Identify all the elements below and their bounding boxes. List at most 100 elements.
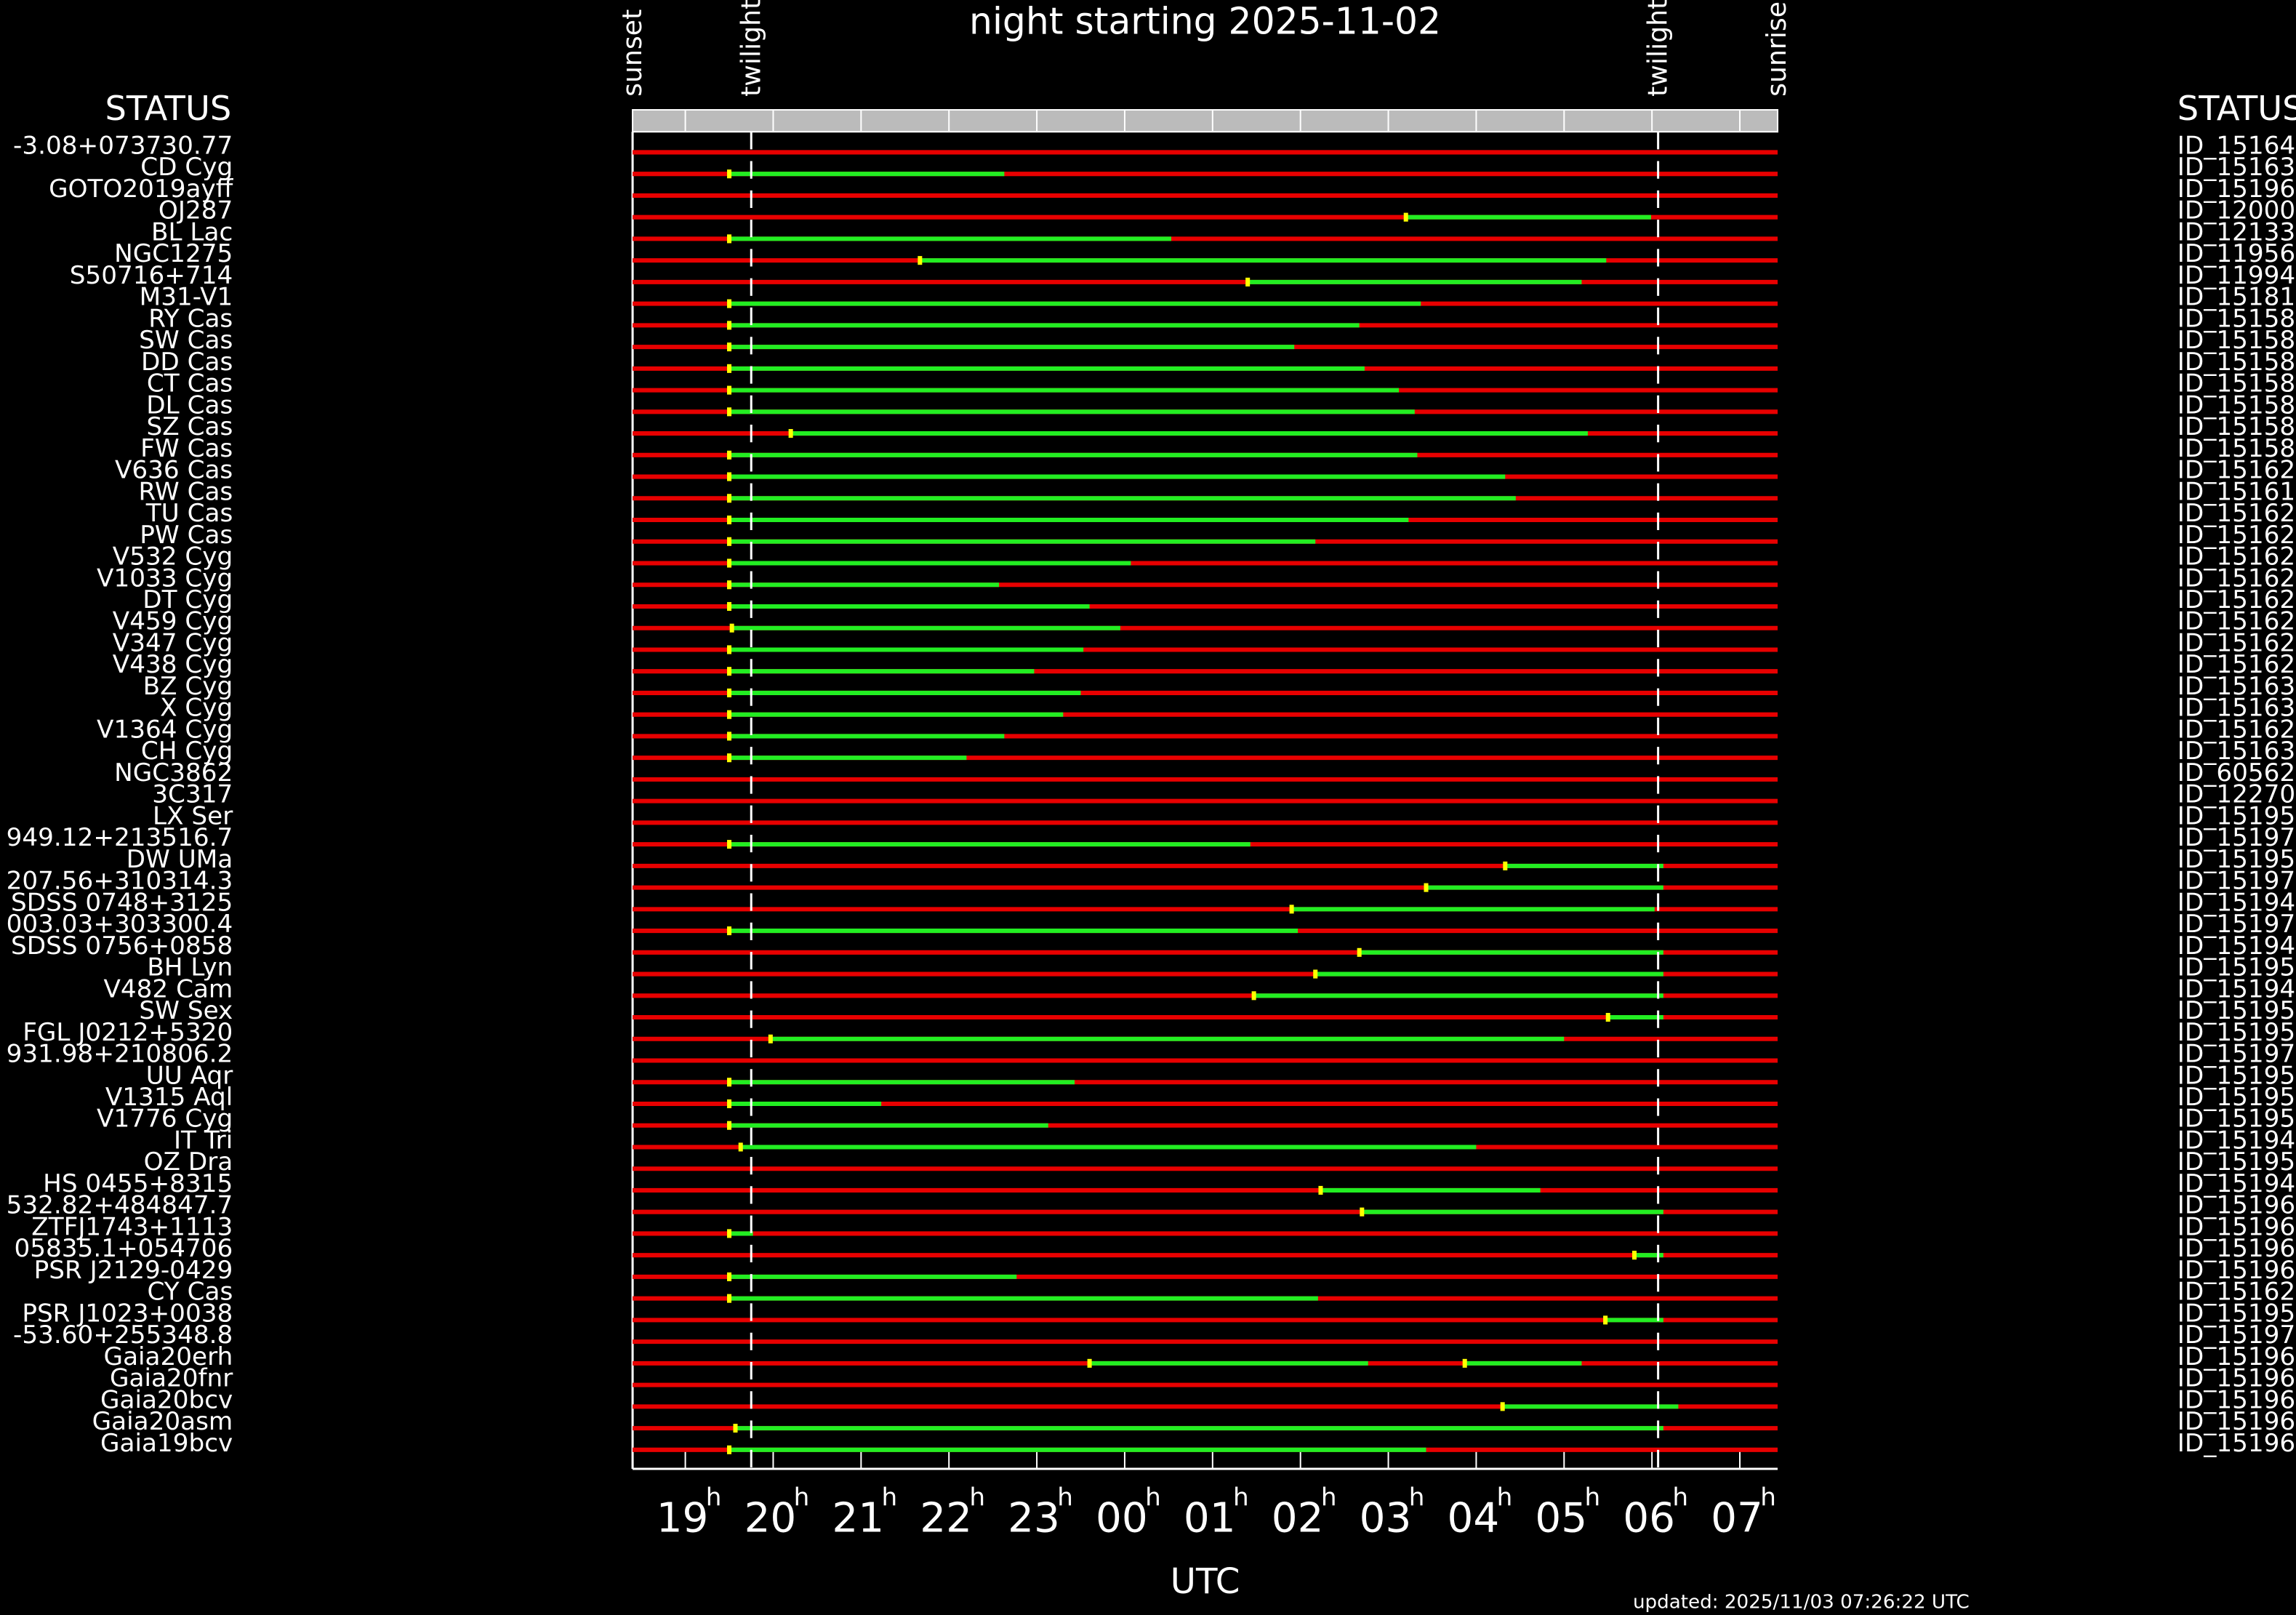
status-header-right: STATUS (2177, 89, 2296, 128)
target-id: ID_15196 (2177, 1364, 2295, 1393)
target-id: ID_15196 (2177, 1212, 2295, 1241)
target-id: ID_15158 (2177, 390, 2295, 420)
target-name: PSR J2129-0429 (34, 1256, 233, 1285)
target-name: OZ Dra (144, 1147, 233, 1177)
x-tick-unit: h (794, 1483, 810, 1512)
x-tick-unit: h (1321, 1483, 1337, 1512)
target-id: ID_15181 (2177, 283, 2295, 312)
target-name: BL Lac (151, 217, 233, 247)
target-name: SZ Cas (147, 412, 233, 441)
x-tick-label: 01 (1184, 1495, 1236, 1542)
target-name: CT Cas (147, 369, 233, 398)
target-name: CD Cyg (140, 153, 233, 182)
x-tick-label: 05 (1535, 1495, 1587, 1542)
event-label: twilight (735, 0, 766, 97)
target-name: SW Cas (139, 326, 233, 355)
target-id: ID_15162 (2177, 607, 2295, 636)
target-id: ID_15194 (2177, 1126, 2295, 1155)
target-id: ID_15196 (2177, 1429, 2295, 1458)
target-id: ID_15162 (2177, 542, 2295, 572)
target-name: NGC1275 (114, 239, 233, 268)
x-tick-label: 06 (1623, 1495, 1675, 1542)
target-id: ID_15161 (2177, 477, 2295, 506)
target-name: Gaia20bcv (100, 1385, 233, 1414)
target-name: 949.12+213516.7 (7, 823, 233, 852)
x-tick-label: 03 (1360, 1495, 1412, 1542)
target-name: Gaia20fnr (110, 1364, 233, 1393)
target-name: HS 0455+8315 (43, 1169, 233, 1198)
target-id: ID_15158 (2177, 412, 2295, 441)
target-name: 207.56+310314.3 (7, 867, 233, 896)
target-name: X Cyg (160, 694, 233, 723)
x-tick-unit: h (1497, 1483, 1513, 1512)
target-name: V1364 Cyg (97, 715, 233, 744)
x-tick-label: 23 (1008, 1495, 1060, 1542)
target-name: TU Cas (145, 499, 233, 528)
target-id: ID_15197 (2177, 1040, 2295, 1069)
target-id: ID_15195 (2177, 1083, 2295, 1112)
x-tick-label: 04 (1448, 1495, 1500, 1542)
target-id: ID_11994 (2177, 261, 2295, 290)
x-tick-label: 19 (657, 1495, 709, 1542)
target-id: ID_15162 (2177, 650, 2295, 679)
x-tick-label: 07 (1711, 1495, 1763, 1542)
x-tick-unit: h (1760, 1483, 1776, 1512)
target-id: ID_15197 (2177, 823, 2295, 852)
target-name: GOTO2019ayff (49, 175, 234, 204)
target-id: ID_12133 (2177, 217, 2295, 247)
status-header-left: STATUS (105, 89, 231, 128)
target-id: ID_15162 (2177, 715, 2295, 744)
x-tick-unit: h (1057, 1483, 1073, 1512)
target-id: ID_15162 (2177, 456, 2295, 485)
target-name: SDSS 0748+3125 (11, 888, 233, 917)
target-name: LX Ser (153, 801, 233, 830)
target-name: V1315 Aql (105, 1083, 233, 1112)
target-id: ID_15162 (2177, 585, 2295, 614)
target-id: ID_15162 (2177, 1278, 2295, 1307)
target-id: ID_15194 (2177, 974, 2295, 1003)
target-id: ID_15196 (2177, 1191, 2295, 1220)
updated-note: updated: 2025/11/03 07:26:22 UTC (1633, 1591, 1970, 1613)
x-tick-label: 02 (1272, 1495, 1324, 1542)
target-id: ID_15196 (2177, 1342, 2295, 1371)
target-name: DL Cas (146, 390, 233, 420)
target-id: ID_60562 (2177, 758, 2295, 788)
target-id: ID_15163 (2177, 153, 2295, 182)
target-name: V532 Cyg (113, 542, 233, 572)
target-name: NGC3862 (114, 758, 233, 788)
x-tick-unit: h (1409, 1483, 1425, 1512)
target-name: ZTFJ1743+1113 (31, 1212, 233, 1241)
target-id: ID_15158 (2177, 369, 2295, 398)
target-name: V459 Cyg (113, 607, 233, 636)
target-id: ID_15158 (2177, 348, 2295, 377)
target-id: ID_15195 (2177, 1105, 2295, 1134)
target-name: -3.08+073730.77 (13, 131, 233, 160)
target-name: Gaia20erh (104, 1342, 233, 1371)
target-name: SDSS 0756+0858 (11, 931, 233, 961)
event-label: sunrise (1761, 1, 1792, 97)
x-tick-label: 20 (744, 1495, 797, 1542)
x-tick-label: 00 (1096, 1495, 1148, 1542)
x-axis-label: UTC (1171, 1561, 1240, 1602)
target-id: ID_15194 (2177, 888, 2295, 917)
target-id: ID_15164 (2177, 131, 2295, 160)
target-name: RW Cas (138, 477, 233, 506)
target-name: FGL J0212+5320 (23, 1018, 233, 1047)
x-tick-label: 21 (832, 1495, 884, 1542)
target-name: 532.82+484847.7 (7, 1191, 233, 1220)
target-id: ID_15196 (2177, 1234, 2295, 1263)
target-id: ID_15195 (2177, 1061, 2295, 1090)
target-id: ID_15196 (2177, 175, 2295, 204)
target-id: ID_15162 (2177, 564, 2295, 593)
target-id: ID_15196 (2177, 1407, 2295, 1436)
x-tick-unit: h (1672, 1483, 1688, 1512)
target-name: CY Cas (148, 1278, 233, 1307)
target-id: ID_15195 (2177, 845, 2295, 874)
target-id: ID_12270 (2177, 780, 2295, 809)
header-strip (632, 109, 1779, 133)
target-id: ID_15194 (2177, 931, 2295, 961)
target-id: ID_15163 (2177, 672, 2295, 701)
x-tick-unit: h (1145, 1483, 1161, 1512)
